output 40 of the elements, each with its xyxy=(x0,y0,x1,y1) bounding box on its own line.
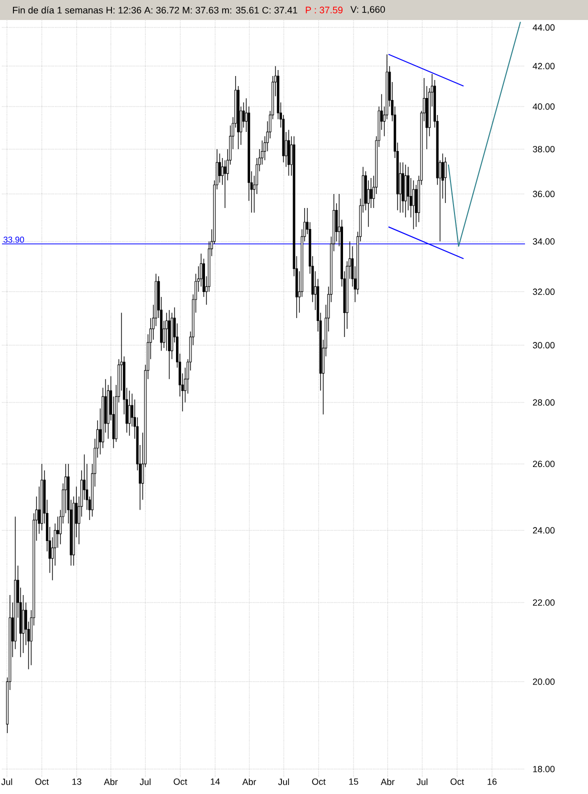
x-tick-label: Jul xyxy=(140,778,150,786)
x-tick-label: Abr xyxy=(242,778,256,786)
x-tick-label: Abr xyxy=(104,778,118,786)
y-tick-label: 30.00 xyxy=(532,342,555,348)
candlestick xyxy=(218,153,221,183)
candlestick xyxy=(128,390,131,436)
text: V: 1,660 xyxy=(350,6,385,14)
candlestick xyxy=(165,312,168,352)
x-tick-label: Abr xyxy=(380,778,395,786)
x-tick-label: Jul xyxy=(416,778,428,786)
x-tick-label: 13 xyxy=(72,778,82,785)
y-tick-label: 40.00 xyxy=(532,103,555,110)
candlestick xyxy=(370,178,372,208)
y-tick-label: 38.00 xyxy=(532,146,555,152)
y-tick-label: 32.00 xyxy=(532,288,555,295)
y-tick-label: 26.00 xyxy=(532,460,555,468)
candlestick xyxy=(56,516,59,548)
y-tick-label: 24.00 xyxy=(532,527,555,534)
y-tick-label: 44.00 xyxy=(532,24,555,31)
chart-subtitle: P : 37.59 xyxy=(306,6,343,14)
y-tick-label: 36.00 xyxy=(532,190,555,198)
x-tick-label: 16 xyxy=(488,778,497,785)
y-tick-label: 18.00 xyxy=(533,766,555,772)
y-tick-label: 22.00 xyxy=(532,599,555,606)
chart-title: Fin de día 1 semanas H: 12:36 A: 36.72 M: 37.63 m: 35.61 C: 37.41 xyxy=(12,6,298,14)
candlestick xyxy=(22,594,24,654)
y-tick-label: 42.00 xyxy=(532,62,555,70)
y-tick-label: 28.00 xyxy=(532,399,555,406)
x-tick-label: Oct xyxy=(174,778,188,785)
y-tick-label: 20.00 xyxy=(532,678,555,685)
x-tick-label: Oct xyxy=(312,778,326,785)
x-tick-label: 14 xyxy=(210,778,220,785)
candlestick xyxy=(444,156,447,204)
x-tick-label: Jul xyxy=(278,778,289,786)
y-tick-label: 34.00 xyxy=(532,238,555,245)
x-tick-label: 15 xyxy=(349,778,358,785)
x-tick-label: Oct xyxy=(35,778,49,785)
x-tick-label: Jul xyxy=(1,778,12,786)
x-tick-label: Oct xyxy=(450,778,464,785)
ref-line-label: 33.90 xyxy=(4,236,24,243)
